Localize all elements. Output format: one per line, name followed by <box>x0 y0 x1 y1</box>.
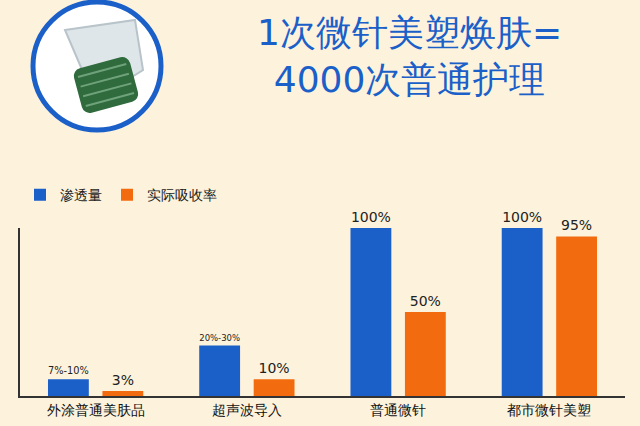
svg-text:10%: 10% <box>259 360 290 376</box>
svg-text:100%: 100% <box>502 209 542 225</box>
svg-text:50%: 50% <box>410 293 441 309</box>
svg-text:外涂普通美肤品: 外涂普通美肤品 <box>47 402 145 418</box>
svg-text:实际吸收率: 实际吸收率 <box>147 187 217 203</box>
svg-text:超声波导入: 超声波导入 <box>212 402 282 418</box>
svg-text:100%: 100% <box>351 209 391 225</box>
svg-text:20%-30%: 20%-30% <box>199 333 240 343</box>
svg-text:都市微针美塑: 都市微针美塑 <box>507 402 591 418</box>
svg-text:渗透量: 渗透量 <box>60 187 102 203</box>
svg-text:普通微针: 普通微针 <box>370 402 426 418</box>
svg-text:95%: 95% <box>561 217 592 233</box>
svg-text:3%: 3% <box>112 372 134 388</box>
svg-text:7%-10%: 7%-10% <box>48 365 89 376</box>
svg-text:1次微针美塑焕肤=4000次普通护理: 1次微针美塑焕肤=4000次普通护理 <box>257 12 562 100</box>
